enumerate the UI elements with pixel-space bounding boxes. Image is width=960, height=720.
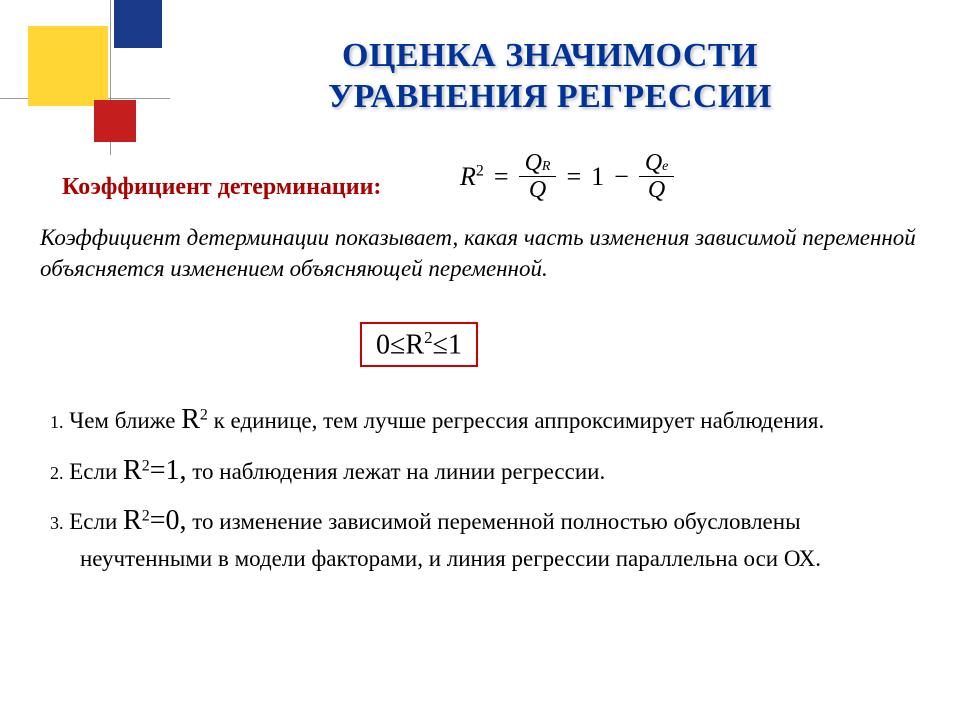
list-item-2: 2. Если R2=1, то наблюдения лежат на лин… [50,451,910,492]
formula-eq1: = [494,162,509,192]
formula-frac2: Qe Q [639,150,675,204]
list-item-1: 1. Чем ближе R2 к единице, тем лучше рег… [50,400,910,441]
formula-one: 1 [591,162,604,192]
explanation-text: Коэффициент детерминации показывает, как… [40,222,920,284]
range-inequality: 0≤R2≤1 [360,322,478,367]
properties-list: 1. Чем ближе R2 к единице, тем лучше рег… [50,400,910,585]
title-line-2: УРАВНЕНИЯ РЕГРЕССИИ [328,78,772,115]
determination-formula: R2 = QR Q = 1 − Qe Q [460,150,674,204]
formula-minus: − [614,162,629,192]
deco-square-yellow [28,26,108,106]
formula-lhs: R2 [460,162,484,192]
title-line-1: ОЦЕНКА ЗНАЧИМОСТИ [342,37,758,74]
list-item-3: 3. Если R2=0, то изменение зависимой пер… [50,501,910,575]
formula-frac1: QR Q [519,150,557,204]
formula-eq2: = [566,162,581,192]
slide-title: ОЦЕНКА ЗНАЧИМОСТИ УРАВНЕНИЯ РЕГРЕССИИ [180,36,920,118]
deco-square-blue [114,0,162,48]
decorative-shapes [0,0,200,170]
deco-square-red [94,100,136,142]
subheading: Коэффициент детерминации: [62,174,381,201]
